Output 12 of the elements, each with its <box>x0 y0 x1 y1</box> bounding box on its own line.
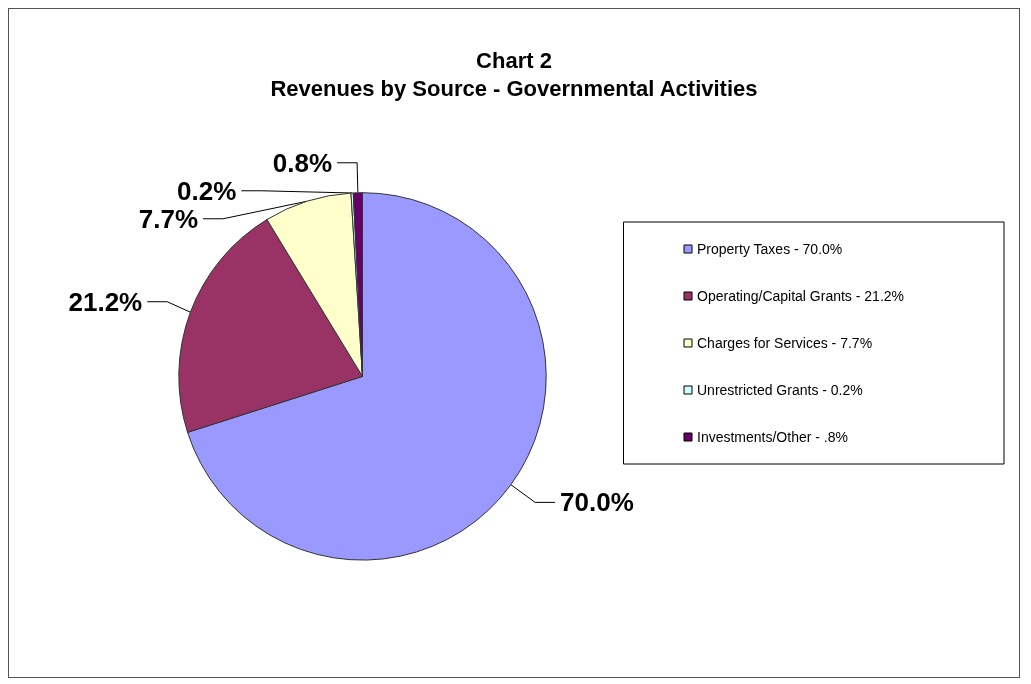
legend-label: Operating/Capital Grants - 21.2% <box>697 288 905 304</box>
legend-label: Charges for Services - 7.7% <box>697 335 873 351</box>
data-label: 7.7% <box>138 203 199 234</box>
data-label: 21.2% <box>68 286 143 317</box>
data-label: 70.0% <box>560 487 634 518</box>
legend-label: Property Taxes - 70.0% <box>697 241 843 257</box>
chart-subtitle: Revenues by Source - Governmental Activities <box>270 75 758 101</box>
chart-title: Chart 2 <box>476 47 552 73</box>
data-label: 0.2% <box>177 175 237 206</box>
legend-label: Unrestricted Grants - 0.2% <box>697 382 863 398</box>
data-label: 0.8% <box>272 147 333 178</box>
legend-label: Investments/Other - .8% <box>697 429 848 445</box>
